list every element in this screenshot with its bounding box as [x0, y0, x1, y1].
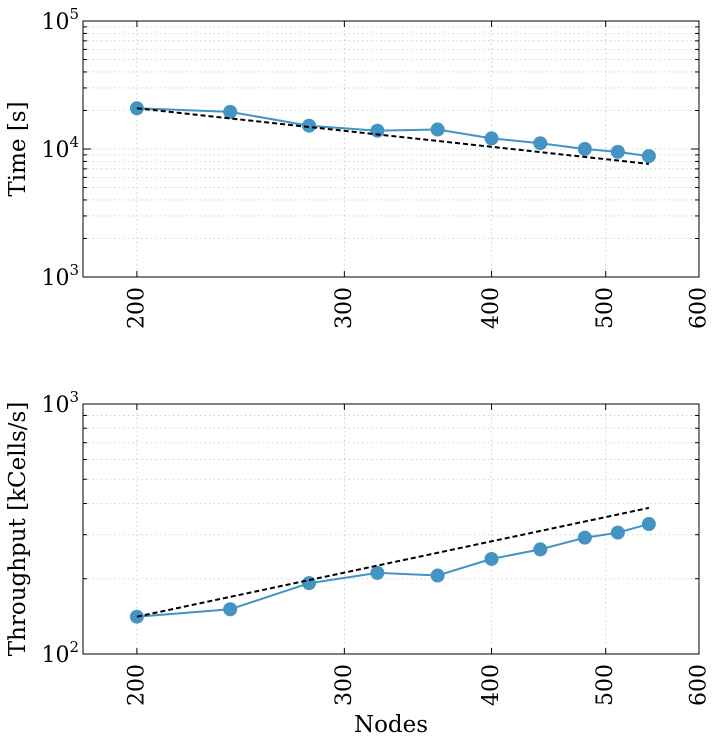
ideal-scaling-line	[136, 107, 650, 165]
plot-frame	[82, 403, 700, 655]
x-tick-label: 400	[479, 664, 504, 706]
data-point	[302, 576, 317, 591]
ideal-scaling-line	[136, 506, 650, 618]
data-point	[223, 602, 238, 617]
x-axis-label: Nodes	[354, 712, 428, 738]
data-point	[533, 136, 548, 151]
x-tick-label: 500	[593, 664, 618, 706]
x-tick-label: 300	[332, 287, 357, 329]
data-point	[302, 118, 317, 133]
data-point	[577, 530, 592, 545]
measured-series-line	[136, 107, 650, 158]
data-point	[641, 149, 656, 164]
data-point	[610, 144, 625, 159]
plot-frame	[82, 20, 700, 278]
y-tick-label: 105	[41, 5, 79, 35]
data-point	[370, 123, 385, 138]
data-point	[641, 517, 656, 532]
data-point	[533, 542, 548, 557]
data-point	[430, 568, 445, 583]
x-tick-label: 600	[687, 287, 712, 329]
x-tick-label: 600	[687, 664, 712, 706]
time-chart: 200 300 400 500 600 103 104 105 Time [s]	[5, 5, 712, 329]
x-tick-label: 400	[479, 287, 504, 329]
x-tick-label: 200	[124, 664, 149, 706]
y-tick-label: 103	[41, 261, 79, 291]
data-point	[610, 525, 625, 540]
x-tick-label: 300	[332, 664, 357, 706]
data-point	[484, 551, 499, 566]
x-tick-label: 500	[593, 287, 618, 329]
measured-series-line	[136, 523, 650, 618]
y-axis-label: Time [s]	[5, 101, 31, 196]
data-point	[577, 142, 592, 156]
y-axis-label: Throughput [kCells/s]	[5, 402, 31, 657]
data-point	[484, 131, 499, 146]
x-tick-label: 200	[124, 287, 149, 329]
data-point	[370, 565, 385, 580]
data-point	[223, 104, 238, 119]
data-point	[430, 122, 445, 137]
y-tick-label: 102	[41, 638, 79, 668]
throughput-chart: 200 300 400 500 600 102 103 Throughput [kCells/…	[5, 388, 712, 738]
y-tick-label: 104	[41, 133, 79, 163]
y-tick-label: 103	[41, 388, 79, 418]
